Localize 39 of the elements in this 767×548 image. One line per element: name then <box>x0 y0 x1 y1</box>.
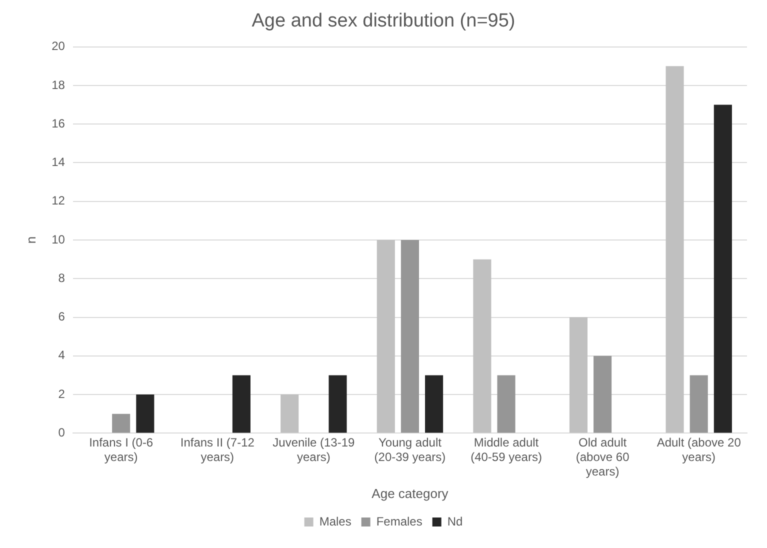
bar <box>232 375 250 433</box>
bar <box>473 259 492 433</box>
x-tick-label: Old adult (above 60 years) <box>576 436 630 479</box>
bar <box>400 240 419 433</box>
y-tick-label: 12 <box>52 194 66 208</box>
bar <box>594 356 612 433</box>
bar <box>714 104 732 433</box>
bar <box>497 375 516 433</box>
y-tick-label: 4 <box>58 348 66 362</box>
y-tick-label: 16 <box>52 116 66 130</box>
y-tick-label: 0 <box>58 426 66 440</box>
x-tick-label: Juvenile (13-19 years) <box>272 436 356 464</box>
y-tick-label: 20 <box>52 39 66 54</box>
y-tick-label: 6 <box>58 310 66 324</box>
bar <box>666 66 684 433</box>
y-tick-label: 8 <box>58 270 66 285</box>
bar <box>136 394 154 433</box>
bar <box>425 375 444 433</box>
bar <box>376 240 395 433</box>
legend-label: Nd <box>447 514 463 528</box>
legend-label: Males <box>319 514 352 528</box>
bar <box>569 317 588 433</box>
bar <box>690 375 708 433</box>
y-tick-label: 14 <box>52 155 66 170</box>
y-tick-label: 10 <box>52 232 66 246</box>
x-tick-label: Infans I (0-6 years) <box>89 436 154 464</box>
legend-label: Females <box>376 514 422 528</box>
x-tick-label: Adult (above 20 years) <box>656 436 742 464</box>
bar <box>280 394 299 433</box>
bar <box>328 375 347 433</box>
x-axis-title: Age category <box>372 486 449 501</box>
y-axis-title: n <box>23 236 38 244</box>
x-tick-label: Infans II (7-12 years) <box>180 436 255 464</box>
x-tick-label: Young adult (20-39 years) <box>374 436 446 464</box>
chart-title: Age and sex distribution (n=95) <box>252 10 516 32</box>
bar <box>112 414 130 433</box>
y-tick-label: 18 <box>52 78 66 92</box>
x-tick-label: Middle adult (40-59 years) <box>470 436 542 464</box>
y-tick-label: 2 <box>58 386 66 401</box>
